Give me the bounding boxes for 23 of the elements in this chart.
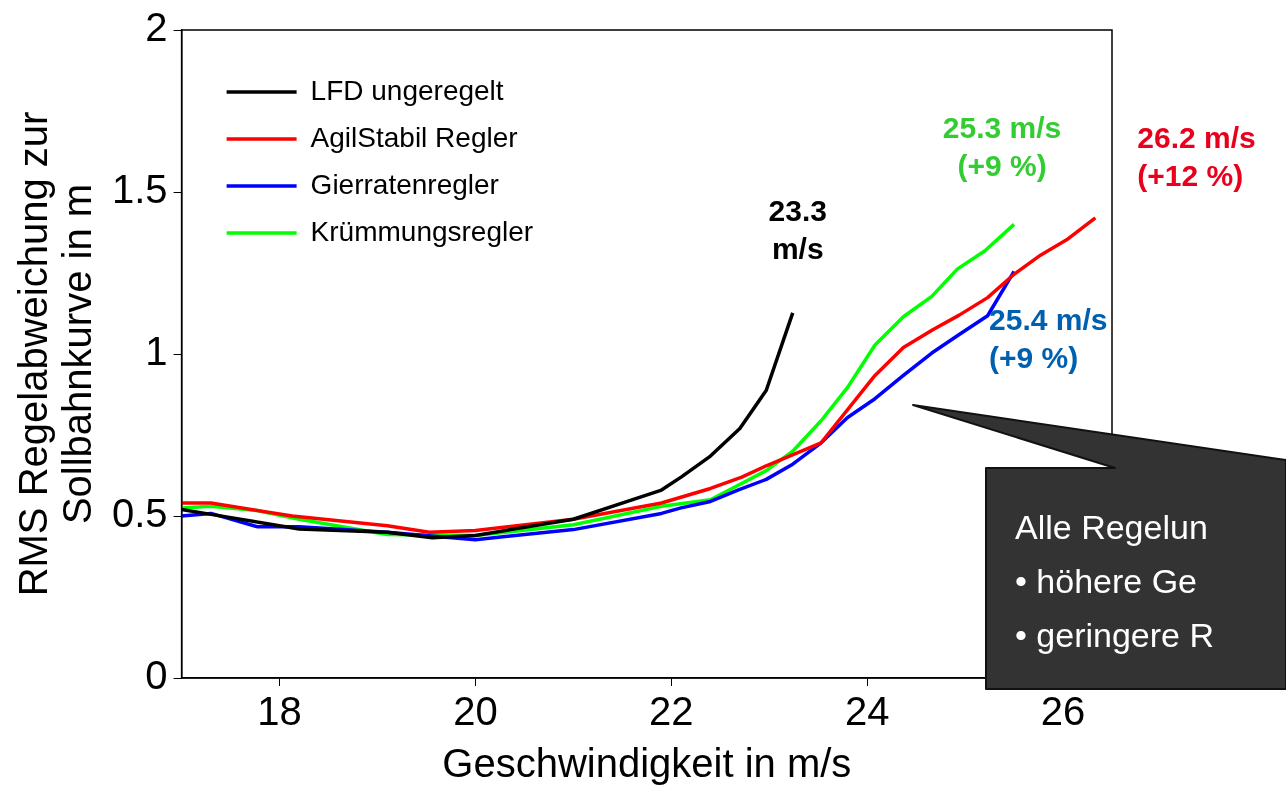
annotation: • höhere Ge bbox=[1015, 561, 1199, 602]
y-tick-label: 0.5 bbox=[112, 491, 168, 536]
y-axis-title: RMS Regelabweichung zur Sollbahnkurve in m bbox=[11, 111, 100, 597]
y-tick-label: 1.5 bbox=[112, 167, 168, 212]
annotation: 25.3 m/s (+9 %) bbox=[942, 110, 1062, 182]
annotation: 23.3 m/s bbox=[768, 194, 827, 266]
x-tick-label: 18 bbox=[257, 689, 302, 734]
legend-label: Gierratenregler bbox=[310, 168, 499, 200]
x-tick-label: 24 bbox=[844, 689, 890, 734]
x-tick-label: 26 bbox=[1040, 689, 1086, 734]
x-tick-label: 20 bbox=[453, 689, 498, 734]
x-axis-title: Geschwindigkeit in m/s bbox=[442, 741, 852, 786]
annotation: • geringere R bbox=[1015, 615, 1215, 656]
annotation: Alle Regelun bbox=[1015, 507, 1209, 548]
annotation: 25.4 m/s (+9 %) bbox=[989, 302, 1108, 374]
legend-label: AgilStabil Regler bbox=[310, 121, 518, 153]
annotation: 26.2 m/s (+12 %) bbox=[1137, 121, 1256, 193]
y-tick-label: 0 bbox=[145, 653, 168, 698]
y-tick-label: 1 bbox=[145, 329, 168, 374]
y-tick-label: 2 bbox=[145, 5, 168, 50]
legend-label: LFD ungeregelt bbox=[310, 74, 504, 106]
x-tick-label: 22 bbox=[649, 689, 694, 734]
legend-label: Krümmungsregler bbox=[310, 215, 534, 247]
